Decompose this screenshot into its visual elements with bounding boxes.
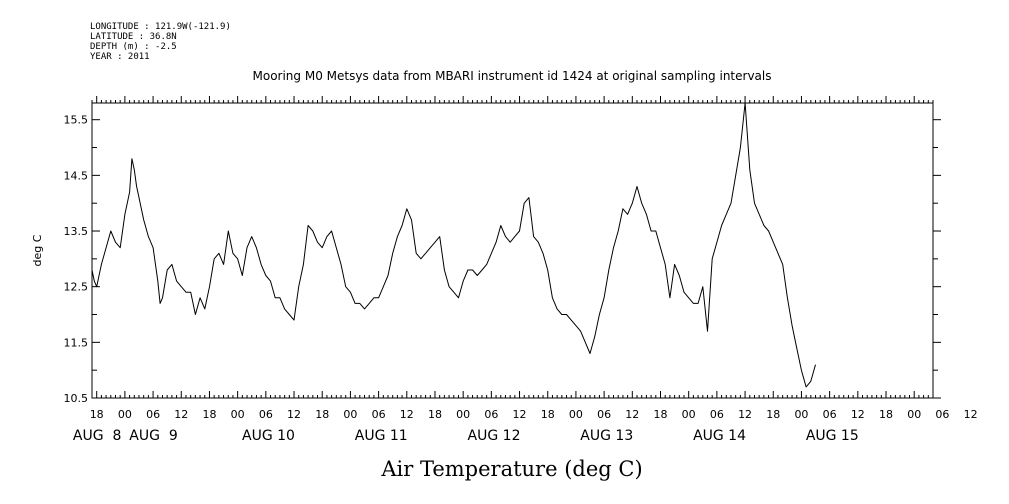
x-tick-label: 00 <box>794 408 808 421</box>
x-tick-label: 00 <box>682 408 696 421</box>
y-tick-label: 10.5 <box>64 392 89 405</box>
plot-frame <box>91 102 934 399</box>
x-tick-label: 18 <box>541 408 555 421</box>
x-tick-label: 12 <box>174 408 188 421</box>
x-tick-label: 00 <box>231 408 245 421</box>
x-tick-label: 18 <box>315 408 329 421</box>
x-axis: 18 00 06 12 18 00 06 12 18 00 06 12 18 00 06 12 18 00 06 12… <box>73 96 978 444</box>
y-tick-label: 15.5 <box>64 114 89 127</box>
x-day-label: AUG 9 <box>129 428 177 444</box>
y-tick-label: 11.5 <box>64 336 89 349</box>
series-group <box>91 102 816 388</box>
x-day-label: AUG 10 <box>242 428 295 444</box>
y-axis: 15.5 14.5 13.5 12.5 11.5 10.5 <box>64 114 941 405</box>
x-tick-label: 18 <box>653 408 667 421</box>
x-tick-label: 06 <box>710 408 724 421</box>
x-tick-label: 18 <box>428 408 442 421</box>
latitude-text: LATITUDE : 36.8N <box>90 32 177 42</box>
y-tick-label: 13.5 <box>64 225 89 238</box>
x-tick-label: 06 <box>823 408 837 421</box>
y-tick-label: 12.5 <box>64 281 89 294</box>
x-day-label: AUG 8 <box>73 428 121 444</box>
year-text: YEAR : 2011 <box>90 52 150 62</box>
x-tick-label: 18 <box>879 408 893 421</box>
depth-text: DEPTH (m) : -2.5 <box>90 42 177 52</box>
x-tick-label: 06 <box>597 408 611 421</box>
x-day-label: AUG 13 <box>580 428 633 444</box>
x-axis-label: Air Temperature (deg C) <box>380 457 642 481</box>
x-tick-label: 12 <box>287 408 301 421</box>
x-day-label: AUG 14 <box>693 428 746 444</box>
y-axis-label: deg C <box>31 234 44 266</box>
x-tick-label: 12 <box>625 408 639 421</box>
x-tick-label: 12 <box>851 408 865 421</box>
longitude-text: LONGITUDE : 121.9W(-121.9) <box>90 22 231 32</box>
x-tick-label: 12 <box>400 408 414 421</box>
x-tick-label: 18 <box>90 408 104 421</box>
x-day-label: AUG 11 <box>355 428 408 444</box>
series-line-air-temperature <box>91 102 816 388</box>
x-day-label: AUG 15 <box>806 428 859 444</box>
chart-title: Mooring M0 Metsys data from MBARI instru… <box>253 69 772 83</box>
x-tick-label: 12 <box>964 408 978 421</box>
x-tick-label: 06 <box>935 408 949 421</box>
x-tick-label: 00 <box>569 408 583 421</box>
x-tick-label: 00 <box>907 408 921 421</box>
x-tick-label: 06 <box>372 408 386 421</box>
y-tick-label: 14.5 <box>64 169 89 182</box>
x-tick-label: 00 <box>343 408 357 421</box>
x-tick-label: 18 <box>766 408 780 421</box>
x-tick-label: 06 <box>259 408 273 421</box>
x-tick-label: 00 <box>118 408 132 421</box>
x-tick-label: 00 <box>456 408 470 421</box>
x-tick-label: 06 <box>146 408 160 421</box>
x-tick-label: 12 <box>513 408 527 421</box>
x-day-label: AUG 12 <box>468 428 521 444</box>
x-tick-label: 18 <box>202 408 216 421</box>
x-tick-label: 06 <box>484 408 498 421</box>
x-tick-label: 12 <box>738 408 752 421</box>
